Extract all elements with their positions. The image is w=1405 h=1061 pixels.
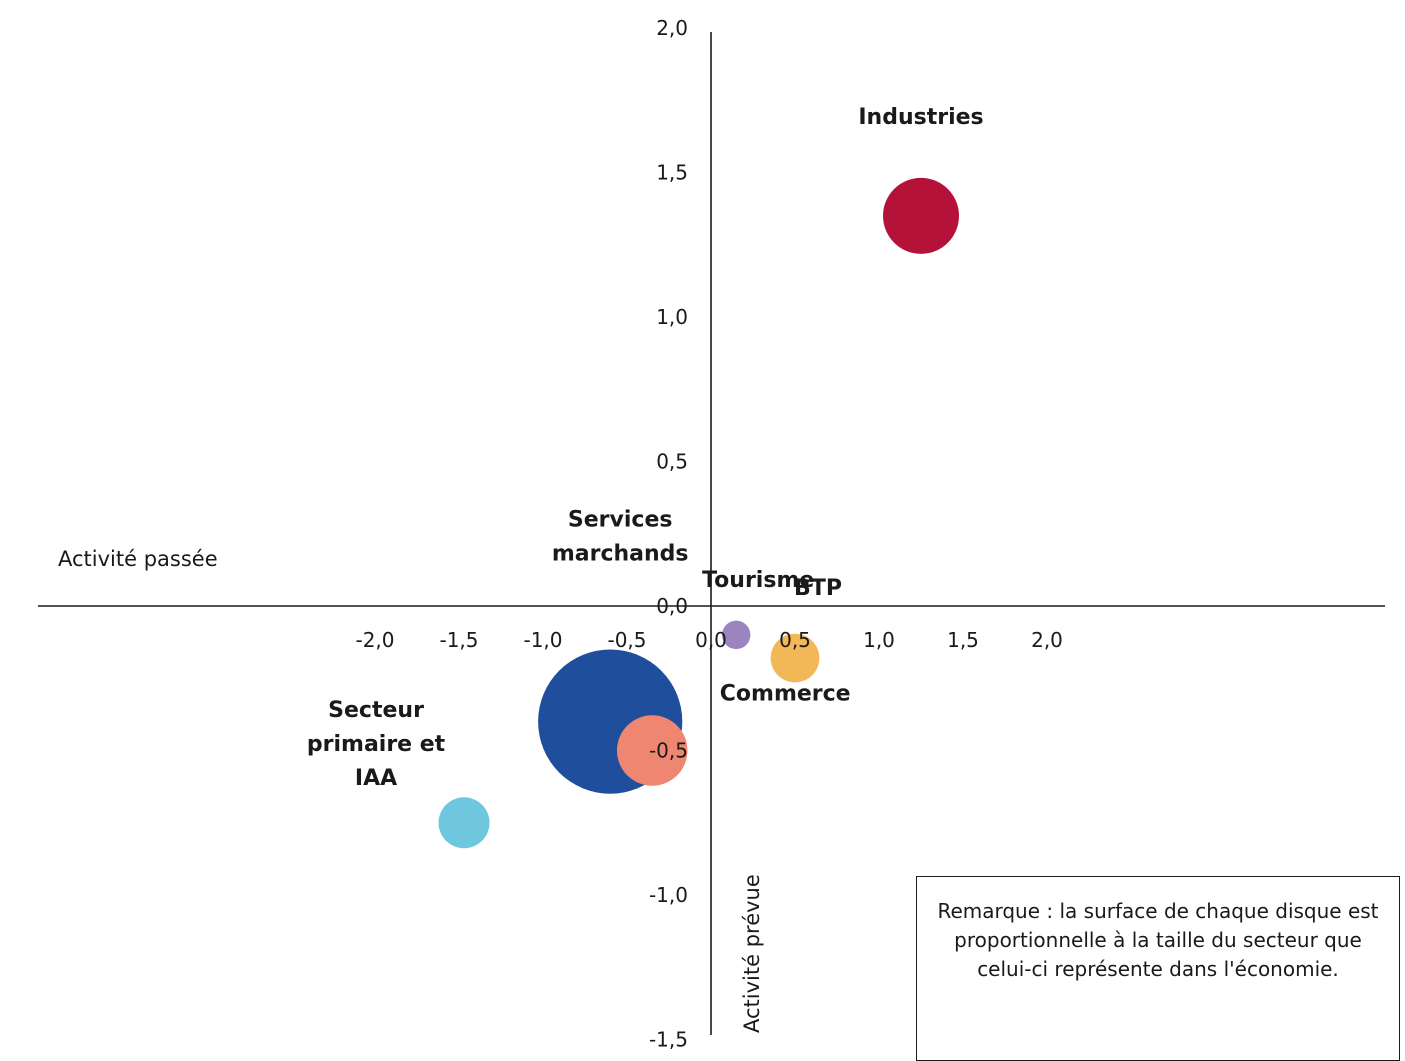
bubble-label-services-marchands: Services marchands <box>552 508 689 567</box>
y-tick-label: 0,5 <box>656 450 688 474</box>
bubble-labels-layer: Industries Services marchands Commerce Secte… <box>307 105 984 791</box>
x-tick-label: 2,0 <box>1031 628 1063 652</box>
x-tick-label: 1,5 <box>947 628 979 652</box>
y-tick-label: -0,5 <box>649 739 688 763</box>
bubble-btp <box>770 633 820 683</box>
y-axis-title: Activité prévue <box>740 874 764 1033</box>
bubble-tourisme <box>721 620 751 650</box>
x-axis-title: Activité passée <box>58 547 218 571</box>
x-tick-labels: -2,0 -1,5 -1,0 -0,5 0,0 0,5 1,0 1,5 2,0 <box>355 628 1062 652</box>
y-tick-label: 1,0 <box>656 305 688 329</box>
x-tick-label: 1,0 <box>863 628 895 652</box>
bubble-label-btp: BTP <box>794 576 842 601</box>
x-tick-label: -0,5 <box>607 628 646 652</box>
y-tick-label: -1,5 <box>649 1028 688 1052</box>
bubbles-layer <box>438 177 959 849</box>
y-tick-label: 1,5 <box>656 161 688 185</box>
note-text: Remarque : la surface de chaque disque e… <box>937 899 1379 981</box>
bubble-secteur-primaire-et-iaa <box>438 797 490 849</box>
bubble-commerce <box>616 715 688 786</box>
x-tick-label: -1,5 <box>439 628 478 652</box>
bubble-label-industries: Industries <box>858 105 983 130</box>
bubble-industries <box>883 177 959 254</box>
bubble-label-secteur-primaire-et-iaa: Secteur primaire et IAA <box>307 698 446 791</box>
bubble-label-tourisme: Tourisme <box>702 568 814 593</box>
y-tick-label: 0,0 <box>656 594 688 618</box>
x-tick-label: -1,0 <box>523 628 562 652</box>
y-tick-label: -1,0 <box>649 883 688 907</box>
x-tick-label: -2,0 <box>355 628 394 652</box>
x-tick-label: 0,0 <box>695 628 727 652</box>
x-tick-label: 0,5 <box>779 628 811 652</box>
y-tick-label: 2,0 <box>656 16 688 40</box>
note-box: Remarque : la surface de chaque disque e… <box>916 876 1400 1061</box>
bubble-label-commerce: Commerce <box>720 682 851 707</box>
y-tick-labels: -1,5 -1,0 -0,5 0,0 0,5 1,0 1,5 2,0 <box>649 16 688 1052</box>
